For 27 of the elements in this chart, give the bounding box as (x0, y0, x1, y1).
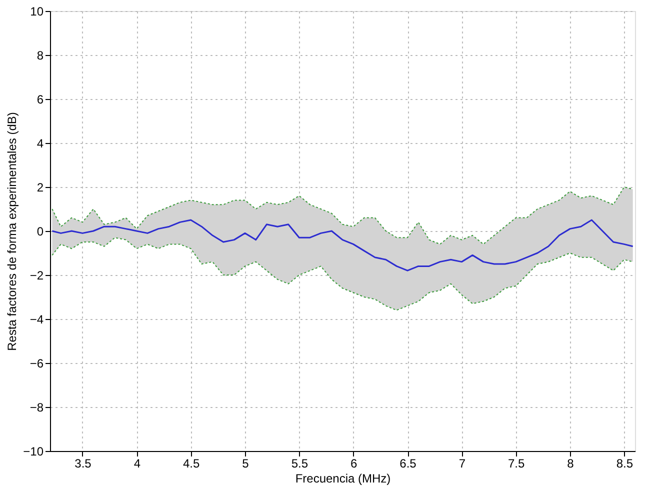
y-tick-label: −4 (30, 312, 44, 326)
x-tick-label: 4.5 (182, 456, 200, 470)
x-tick-label: 8.5 (616, 456, 634, 470)
line-series (52, 186, 634, 245)
line-series (52, 237, 634, 311)
x-tick-label: 8 (567, 456, 574, 470)
y-tick-label: −8 (30, 400, 44, 414)
y-tick-label: 6 (36, 92, 44, 106)
x-tick-label: 6.5 (400, 456, 417, 470)
line-series (51, 219, 634, 272)
y-axis-title: Resta factores de forma experimentales (dB) (5, 112, 20, 351)
y-tick-label: 8 (36, 48, 44, 62)
y-tick-label: 4 (36, 136, 44, 150)
y-tick-label: −6 (30, 356, 44, 370)
y-tick-label: 10 (30, 4, 44, 18)
x-tick-label: 7 (458, 456, 466, 470)
x-tick-label: 5 (242, 456, 250, 470)
x-tick-label: 4 (134, 456, 141, 470)
x-tick-label: 6 (350, 456, 358, 470)
y-tick-label: 2 (36, 180, 44, 194)
x-tick-label: 5.5 (291, 456, 308, 470)
y-tick-label: −2 (30, 268, 44, 282)
x-tick-label: 7.5 (508, 456, 525, 470)
x-tick-label: 3.5 (74, 456, 92, 470)
x-axis-title: Frecuencia (MHz) (295, 472, 391, 486)
y-tick-label: 0 (36, 224, 44, 238)
y-tick-label: −10 (23, 444, 44, 458)
